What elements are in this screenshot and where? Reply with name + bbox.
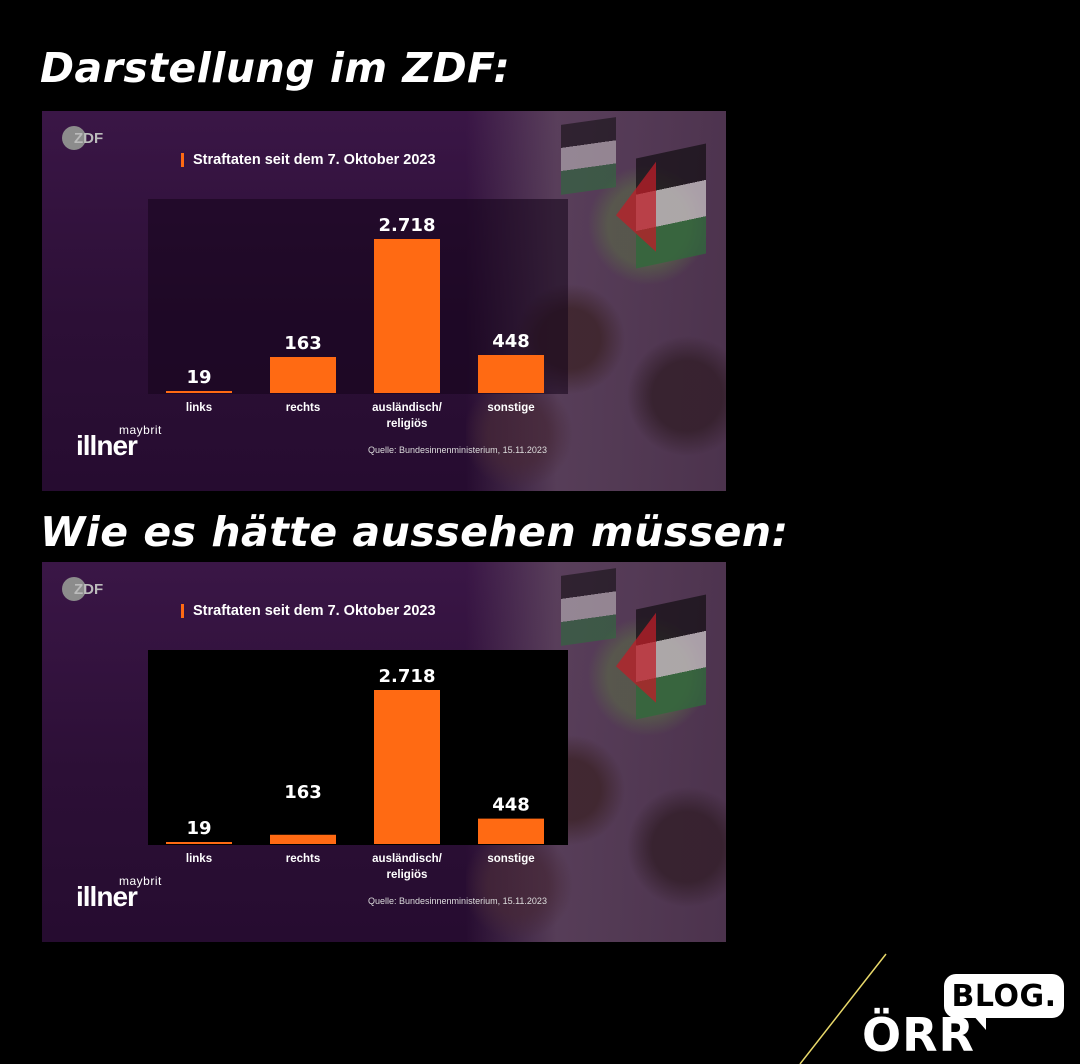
plot-area <box>148 650 568 845</box>
value-label-2: 2.718 <box>379 215 436 236</box>
value-label-3: 448 <box>492 795 530 816</box>
slash-line <box>799 953 887 1064</box>
orr-logo: ÖRR <box>862 1008 975 1062</box>
chart-panel-correct: ZDF Straftaten seit dem 7. Oktober 2023 … <box>42 562 726 942</box>
zdf-logo-icon <box>62 577 86 601</box>
category-label-3: sonstige <box>487 402 534 414</box>
zdf-logo-icon <box>62 126 86 150</box>
value-label-2: 2.718 <box>379 666 436 687</box>
value-label-3: 448 <box>492 331 530 352</box>
zdf-logo: ZDF <box>62 577 103 601</box>
bar-0 <box>166 391 232 393</box>
bar-1 <box>270 357 336 393</box>
heading-zdf-depiction: Darstellung im ZDF: <box>40 44 511 92</box>
category-label-0: links <box>186 402 212 414</box>
chart-title: Straftaten seit dem 7. Oktober 2023 <box>181 152 436 168</box>
value-label-1: 163 <box>284 782 322 803</box>
bar-2 <box>374 239 440 393</box>
source-note: Quelle: Bundesinnenministerium, 15.11.20… <box>368 896 547 906</box>
value-label-0: 19 <box>186 367 211 388</box>
bar-0 <box>166 842 232 844</box>
value-label-0: 19 <box>186 818 211 839</box>
category-label-3: sonstige <box>487 853 534 865</box>
category-label-0: links <box>186 853 212 865</box>
title-accent-bar <box>181 153 184 167</box>
source-note: Quelle: Bundesinnenministerium, 15.11.20… <box>368 445 547 455</box>
category-label-2: religiös <box>387 418 428 430</box>
bar-2 <box>374 690 440 844</box>
category-label-1: rechts <box>286 402 321 414</box>
title-accent-bar <box>181 604 184 618</box>
zdf-logo: ZDF <box>62 126 103 150</box>
blog-bubble-tail <box>972 1014 986 1030</box>
chart-title: Straftaten seit dem 7. Oktober 2023 <box>181 603 436 619</box>
category-label-2: ausländisch/ <box>372 402 442 414</box>
bar-3 <box>478 355 544 393</box>
category-label-2: ausländisch/ <box>372 853 442 865</box>
bar-chart-zdf: 19 links 163 rechts 2.718 ausländisch/religiö… <box>148 199 568 430</box>
bar-3 <box>478 818 544 844</box>
bar-1 <box>270 834 336 844</box>
blog-logo-bubble: BLOG. <box>944 974 1064 1018</box>
chart-panel-zdf: ZDF Straftaten seit dem 7. Oktober 2023 … <box>42 111 726 491</box>
heading-correct-depiction: Wie es hätte aussehen müssen: <box>40 508 789 556</box>
bar-chart-correct: 19 links 163 rechts 2.718 ausländisch/religiö… <box>148 650 568 881</box>
category-label-1: rechts <box>286 853 321 865</box>
value-label-1: 163 <box>284 333 322 354</box>
category-label-2: religiös <box>387 869 428 881</box>
